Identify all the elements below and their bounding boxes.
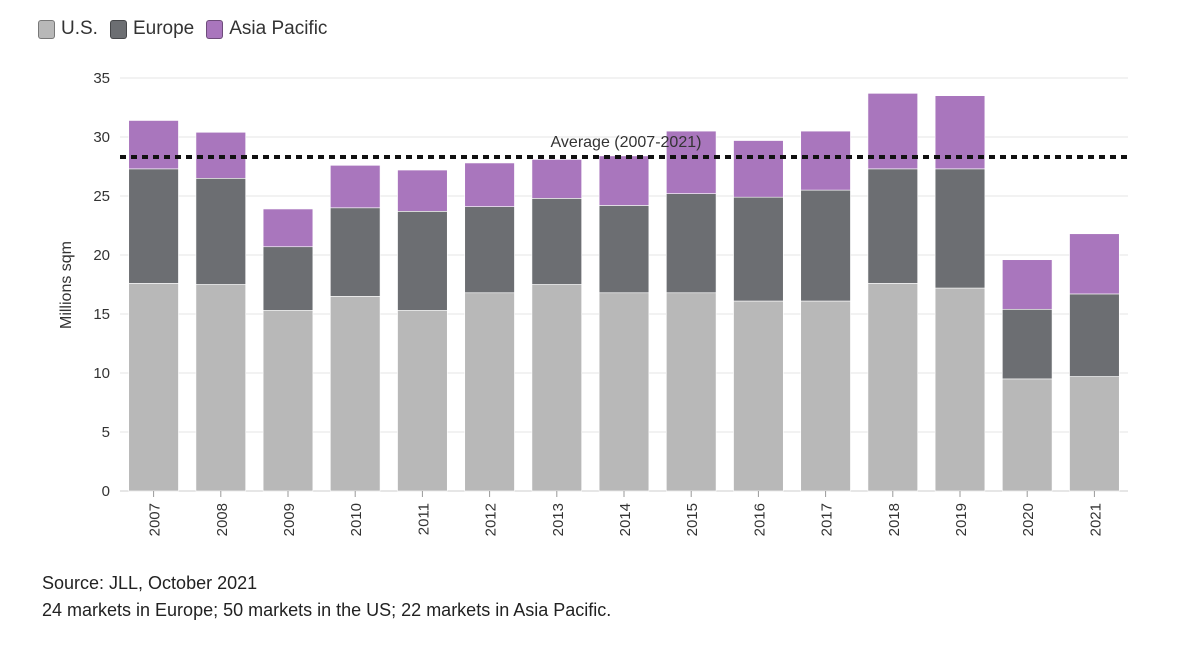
legend-swatch-asia-pacific	[206, 19, 224, 39]
bar-segment-asia-pacific-2014[interactable]	[598, 155, 650, 206]
bar-segment-u-s--2020[interactable]	[1002, 378, 1053, 492]
bar-segment-europe-2007[interactable]	[128, 168, 179, 284]
y-axis-label: Millions sqm	[58, 241, 75, 329]
bar-segment-europe-2017[interactable]	[800, 189, 851, 302]
legend-label-europe: Europe	[132, 18, 195, 39]
x-tick-label: 2013	[550, 503, 567, 536]
y-axis: 0 5 10 15 20 25 30 35	[93, 70, 110, 500]
y-tick-label: 10	[93, 365, 110, 382]
source-note: Source: JLL, October 2021	[42, 573, 258, 593]
bar-segment-asia-pacific-2021[interactable]	[1069, 233, 1120, 295]
x-axis: 2007 2008 2009 2010 2011 2012 2013 2014 2015 2016…	[147, 491, 1104, 536]
average-label: Average (2007-2021)	[551, 134, 702, 151]
x-tick-label: 2016	[751, 503, 768, 536]
bar-segment-u-s--2014[interactable]	[598, 292, 650, 492]
bar-segment-u-s--2009[interactable]	[262, 310, 314, 492]
x-tick-label: 2018	[886, 503, 903, 536]
legend-item-asia-pacific[interactable]: Asia Pacific	[206, 18, 327, 40]
bar-segment-europe-2019[interactable]	[934, 168, 986, 289]
x-tick-label: 2014	[617, 503, 634, 536]
x-tick-label: 2007	[147, 503, 164, 536]
bar-segment-europe-2018[interactable]	[867, 168, 918, 284]
bar-segment-asia-pacific-2011[interactable]	[397, 169, 448, 212]
markets-note: 24 markets in Europe; 50 markets in the …	[42, 600, 612, 620]
legend-item-us[interactable]: U.S.	[38, 18, 98, 40]
chart-footer: Source: JLL, October 2021 24 markets in …	[42, 570, 611, 624]
bar-segment-u-s--2012[interactable]	[464, 292, 515, 492]
bar-segment-u-s--2011[interactable]	[397, 310, 448, 492]
legend-swatch-us	[38, 19, 55, 39]
bar-segment-europe-2012[interactable]	[464, 206, 515, 294]
bar-segment-u-s--2021[interactable]	[1069, 376, 1120, 492]
y-tick-label: 30	[93, 129, 110, 146]
legend-swatch-europe	[109, 19, 127, 39]
bar-segment-u-s--2010[interactable]	[330, 295, 381, 492]
bar-segment-europe-2009[interactable]	[262, 246, 314, 311]
y-tick-label: 35	[93, 70, 110, 87]
bar-segment-europe-2014[interactable]	[598, 205, 650, 294]
chart-legend: U.S. Europe Asia Pacific	[38, 18, 327, 40]
x-tick-label: 2008	[214, 503, 231, 536]
bar-segment-asia-pacific-2013[interactable]	[531, 159, 582, 199]
y-tick-label: 20	[93, 247, 110, 264]
bar-segment-u-s--2008[interactable]	[195, 284, 246, 492]
x-tick-label: 2010	[348, 503, 365, 536]
x-tick-label: 2011	[415, 503, 432, 535]
bar-segment-asia-pacific-2017[interactable]	[800, 130, 851, 191]
x-tick-label: 2015	[684, 503, 701, 536]
bar-segment-u-s--2016[interactable]	[733, 300, 784, 492]
bar-segment-asia-pacific-2010[interactable]	[330, 165, 381, 209]
bar-segment-europe-2013[interactable]	[531, 198, 582, 285]
y-tick-label: 0	[102, 483, 110, 500]
bar-segment-asia-pacific-2016[interactable]	[733, 140, 784, 198]
bar-segment-europe-2021[interactable]	[1069, 293, 1120, 377]
bar-segment-europe-2010[interactable]	[330, 207, 381, 297]
legend-label-us: U.S.	[61, 18, 98, 39]
bar-segment-asia-pacific-2009[interactable]	[262, 208, 314, 248]
bar-segment-europe-2015[interactable]	[666, 193, 717, 294]
x-tick-label: 2012	[483, 503, 500, 536]
bar-segment-asia-pacific-2015[interactable]	[666, 130, 717, 194]
bar-segment-europe-2008[interactable]	[195, 178, 246, 285]
bar-segment-europe-2016[interactable]	[733, 196, 784, 302]
bars	[128, 93, 1120, 492]
bar-segment-europe-2011[interactable]	[397, 211, 448, 311]
bar-segment-u-s--2017[interactable]	[800, 300, 851, 492]
x-tick-label: 2021	[1087, 503, 1104, 536]
bar-segment-u-s--2019[interactable]	[934, 287, 986, 492]
y-tick-label: 5	[102, 424, 110, 441]
x-tick-label: 2017	[819, 503, 836, 536]
bar-segment-europe-2020[interactable]	[1002, 308, 1053, 380]
bar-segment-asia-pacific-2007[interactable]	[128, 120, 179, 170]
bar-segment-asia-pacific-2020[interactable]	[1002, 259, 1053, 310]
average-reference: Average (2007-2021)	[120, 134, 1128, 160]
bar-segment-u-s--2018[interactable]	[867, 283, 918, 492]
bar-segment-asia-pacific-2012[interactable]	[464, 162, 515, 207]
x-tick-label: 2019	[953, 503, 970, 536]
bar-segment-u-s--2013[interactable]	[531, 284, 582, 492]
bar-segment-u-s--2007[interactable]	[128, 283, 179, 492]
legend-item-europe[interactable]: Europe	[109, 18, 195, 40]
x-tick-label: 2020	[1020, 503, 1037, 536]
y-tick-label: 15	[93, 306, 110, 323]
x-tick-label: 2009	[281, 503, 298, 536]
y-tick-label: 25	[93, 188, 110, 205]
bar-segment-u-s--2015[interactable]	[666, 292, 717, 492]
legend-label-asia-pacific: Asia Pacific	[229, 18, 328, 39]
